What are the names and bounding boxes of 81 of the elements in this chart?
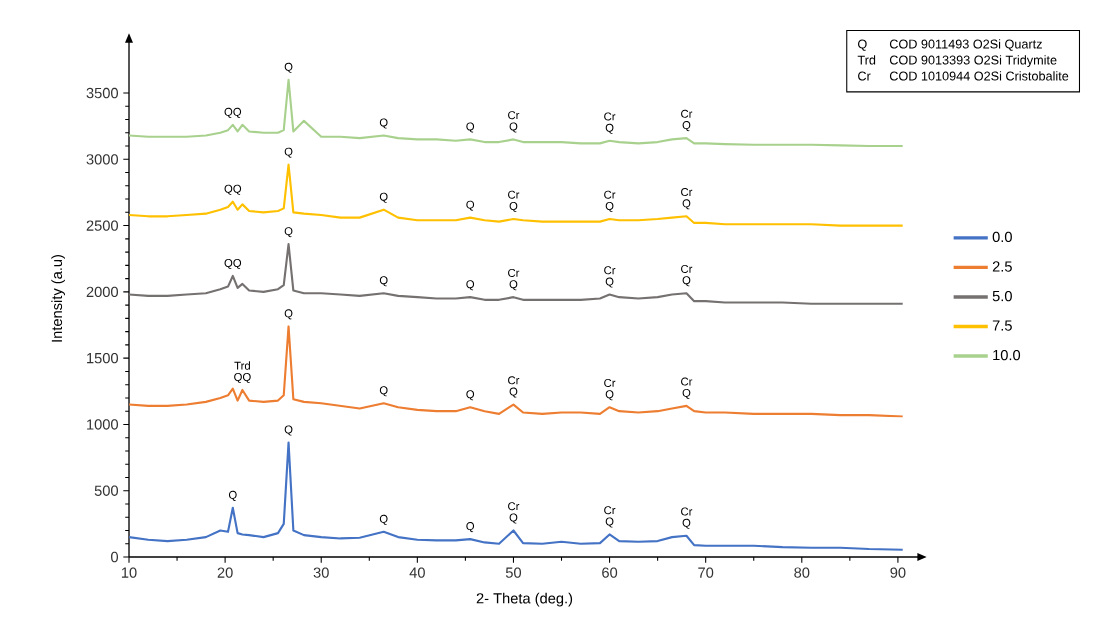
- legend-label: 2.5: [992, 261, 1012, 272]
- annotation: COD 9011493 O2Si Quartz: [889, 39, 1042, 51]
- legend-label: 10.0: [993, 349, 1021, 361]
- annotation: Q: [379, 276, 388, 287]
- annotation: Q: [509, 280, 518, 291]
- annotation: Q: [466, 122, 475, 133]
- annotation: Q: [284, 147, 293, 158]
- annotation: Q: [284, 227, 293, 238]
- annotation: Q: [284, 309, 293, 320]
- annotation: Q: [466, 522, 475, 533]
- annotation: Q: [858, 39, 867, 51]
- annotation: Q: [379, 118, 388, 129]
- annotation: Q: [605, 123, 614, 134]
- annotation: Q: [682, 199, 691, 210]
- y-tick-label: 2000: [86, 286, 119, 298]
- annotation: Cr: [681, 264, 693, 273]
- y-tick-label: 3000: [86, 154, 119, 165]
- annotation: Cr: [681, 188, 693, 197]
- annotation: Cr: [681, 109, 693, 118]
- y-tick-label: 2500: [86, 220, 119, 231]
- legend-label: 5.0: [992, 290, 1012, 302]
- annotation: Q: [284, 62, 293, 73]
- annotation: Q: [466, 390, 475, 401]
- legend-label: 0.0: [992, 231, 1012, 243]
- annotation: Cr: [508, 376, 520, 385]
- y-tick-label: 500: [94, 485, 119, 496]
- annotation: Q: [605, 277, 614, 288]
- x-tick-label: 90: [890, 567, 906, 578]
- annotation: Q: [509, 122, 518, 133]
- y-axis-title: Intensity (a.u): [51, 255, 65, 342]
- annotation: Q: [682, 121, 691, 132]
- x-axis-title: 2- Theta (deg.): [476, 592, 573, 607]
- x-tick-label: 40: [409, 567, 425, 578]
- y-tick-label: 1500: [87, 352, 119, 364]
- x-tick-label: 80: [794, 567, 810, 578]
- annotation: Cr: [681, 377, 693, 386]
- annotation: Q: [228, 490, 237, 501]
- annotation: Q: [605, 390, 614, 401]
- annotation: Q: [466, 200, 475, 211]
- annotation: Cr: [604, 378, 616, 387]
- annotation: Q: [379, 514, 388, 525]
- annotation: Q: [379, 192, 388, 203]
- legend-label: 7.5: [992, 320, 1012, 331]
- annotation: Cr: [508, 268, 520, 277]
- y-tick-label: 3500: [86, 87, 119, 99]
- annotation: Q: [682, 518, 691, 529]
- annotation: QQ: [234, 372, 251, 384]
- annotation: Trd: [234, 361, 250, 370]
- annotation: Cr: [858, 71, 871, 81]
- x-tick-label: 20: [217, 567, 233, 578]
- annotation: Q: [509, 387, 518, 398]
- x-tick-label: 30: [313, 567, 329, 578]
- annotation: COD 1010944 O2Si Cristobalite: [889, 71, 1069, 81]
- annotation: Cr: [604, 190, 616, 199]
- annotation: Q: [509, 513, 518, 524]
- annotation: Cr: [508, 190, 520, 199]
- annotation: Q: [682, 276, 691, 287]
- annotation: Cr: [508, 111, 520, 120]
- annotation: QQ: [224, 107, 242, 118]
- annotation: Cr: [508, 502, 520, 511]
- y-tick-label: 1000: [87, 419, 119, 430]
- annotation: Q: [379, 386, 388, 397]
- annotation: Q: [466, 280, 475, 291]
- annotation: Q: [284, 425, 293, 436]
- annotation: Trd: [857, 55, 876, 65]
- annotation: Cr: [604, 112, 616, 121]
- annotation: Q: [682, 388, 691, 399]
- annotation: Q: [605, 201, 614, 213]
- annotation: QQ: [224, 258, 242, 270]
- x-tick-label: 10: [121, 567, 137, 578]
- annotation: Cr: [681, 507, 693, 516]
- x-tick-label: 70: [698, 567, 714, 578]
- x-tick-label: 50: [505, 567, 522, 578]
- annotation: QQ: [224, 184, 242, 195]
- y-tick-label: 0: [111, 551, 119, 563]
- annotation: Q: [605, 517, 614, 528]
- annotation: Q: [509, 201, 518, 213]
- annotation: Cr: [604, 266, 616, 275]
- x-tick-label: 60: [602, 567, 618, 578]
- annotation: COD 9013393 O2Si Tridymite: [889, 55, 1057, 68]
- annotation: Cr: [604, 506, 616, 515]
